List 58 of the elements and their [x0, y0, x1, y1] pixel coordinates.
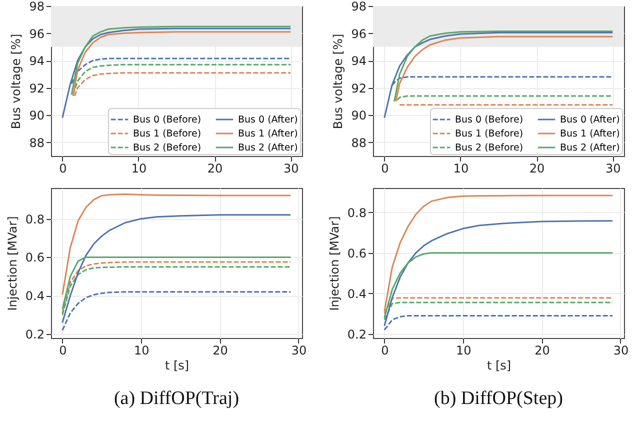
y-tick-label: 90: [351, 108, 366, 123]
legend-label: Bus 0 (Before): [455, 114, 524, 126]
legend-label: Bus 1 (After): [238, 128, 298, 140]
legend-label: Bus 2 (Before): [455, 142, 524, 154]
x-tick-label: 0: [381, 344, 389, 358]
y-tick-label: 92: [29, 81, 44, 96]
x-tick-label: 0: [59, 162, 67, 176]
x-tick-label: 0: [59, 344, 67, 358]
y-axis-title: Bus voltage [%]: [331, 34, 346, 130]
x-tick-label: 0: [381, 162, 389, 176]
x-tick-label: 30: [613, 344, 629, 358]
x-tick-label: 20: [529, 162, 545, 176]
legend-label: Bus 1 (Before): [133, 128, 202, 140]
y-tick-label: 0.4: [347, 286, 366, 301]
legend-label: Bus 1 (Before): [455, 128, 524, 140]
line-series: [62, 193, 292, 296]
legend-label: Bus 0 (After): [238, 114, 298, 126]
legend-label: Bus 2 (After): [560, 142, 620, 154]
y-tick-label: 0.4: [25, 289, 44, 304]
y-tick-label: 0.8: [347, 206, 366, 220]
y-tick-label: 0.2: [25, 328, 44, 342]
x-tick-label: 20: [207, 162, 223, 176]
legend-label: Bus 0 (After): [560, 114, 620, 126]
x-tick-label: 10: [134, 344, 150, 358]
x-tick-label: 20: [534, 344, 550, 358]
x-tick-label: 30: [605, 162, 621, 176]
y-tick-label: 0.6: [347, 246, 366, 260]
y-axis-title: Injection [MVar]: [5, 216, 20, 311]
y-tick-label: 0.6: [25, 250, 44, 265]
x-tick-label: 30: [283, 162, 299, 176]
text: (b) DiffOP(Step): [433, 388, 564, 410]
y-tick-label: 94: [29, 54, 44, 68]
y-tick-label: 0.8: [25, 212, 44, 226]
legend-label: Bus 0 (Before): [133, 114, 202, 126]
y-axis-title: Injection [MVar]: [327, 216, 342, 311]
x-tick-label: 10: [131, 162, 147, 176]
y-tick-label: 96: [351, 26, 366, 41]
y-tick-label: 0.2: [347, 327, 366, 342]
x-tick-label: 10: [453, 162, 469, 176]
y-tick-label: 88: [351, 136, 366, 150]
line-series: [384, 220, 614, 327]
legend-label: Bus 2 (Before): [133, 142, 202, 154]
y-tick-label: 92: [351, 81, 366, 96]
x-axis-title: t [s]: [164, 358, 190, 372]
y-tick-label: 96: [29, 26, 44, 41]
y-tick-label: 94: [351, 54, 366, 68]
y-axis-title: Bus voltage [%]: [9, 34, 24, 130]
x-tick-label: 20: [212, 344, 228, 358]
y-tick-label: 98: [351, 0, 366, 14]
legend-label: Bus 1 (After): [560, 128, 620, 140]
x-axis-title: t [s]: [486, 358, 512, 372]
y-tick-label: 90: [29, 108, 44, 123]
x-tick-label: 10: [456, 344, 472, 358]
y-tick-label: 98: [29, 0, 44, 14]
x-tick-label: 30: [291, 344, 307, 358]
legend-label: Bus 2 (After): [238, 142, 298, 154]
text: (a) DiffOP(Traj): [112, 388, 240, 410]
y-tick-label: 88: [29, 136, 44, 150]
